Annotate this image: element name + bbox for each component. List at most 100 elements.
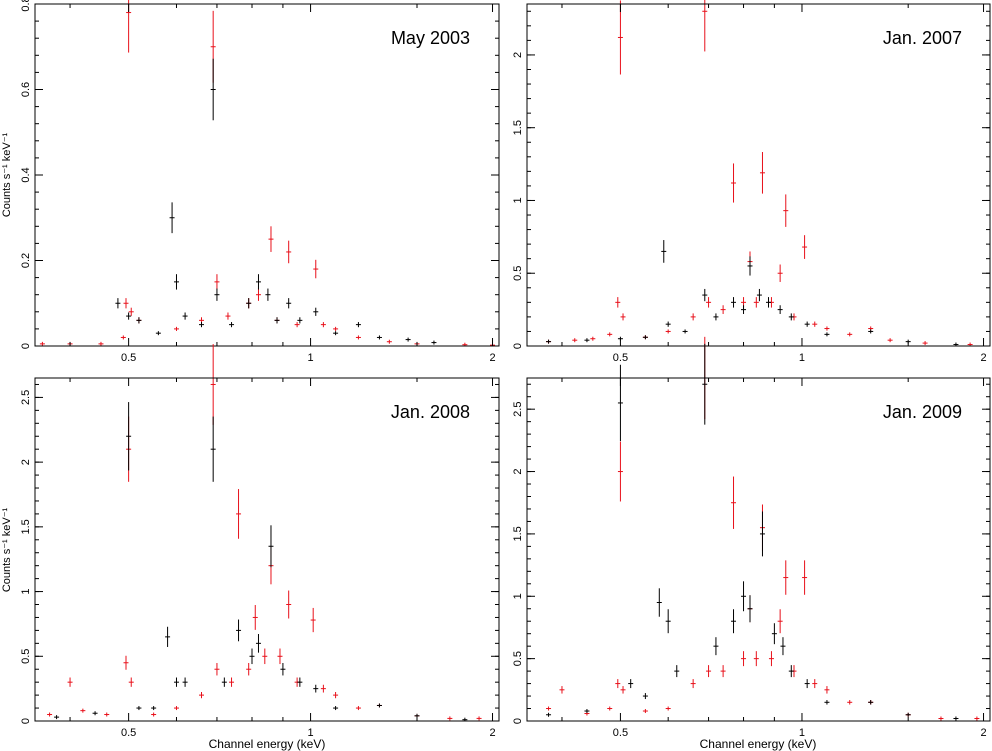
data-point xyxy=(123,298,129,309)
data-point xyxy=(788,313,794,321)
data-point xyxy=(151,712,157,717)
data-point xyxy=(199,692,205,699)
data-point xyxy=(169,202,175,234)
data-point xyxy=(225,312,231,320)
data-point xyxy=(376,703,382,708)
data-point xyxy=(713,313,719,321)
data-point xyxy=(665,706,671,711)
data-point xyxy=(155,331,161,336)
data-point xyxy=(702,343,708,425)
x-tick-label: 2 xyxy=(980,352,986,364)
data-point xyxy=(741,651,747,667)
data-point xyxy=(768,651,774,667)
data-point xyxy=(173,326,179,331)
data-point xyxy=(665,329,671,334)
data-point xyxy=(376,335,382,340)
data-point xyxy=(642,709,648,714)
data-point xyxy=(804,679,810,689)
data-point xyxy=(572,338,578,343)
panel-jan-2009-frame xyxy=(526,377,991,722)
panel-jan-2009-marks xyxy=(546,336,980,721)
panel-jan-2007-frame xyxy=(526,3,991,347)
data-point xyxy=(355,706,361,711)
data-point xyxy=(182,677,188,687)
data-point xyxy=(731,297,737,308)
panel-jan-2008: 0.5 1 2 0 0.5 1 1.5 2 2.5 Jan. 2008 xyxy=(20,344,500,739)
y-tick-label: 0.6 xyxy=(20,82,32,97)
data-point xyxy=(713,637,719,656)
data-point xyxy=(824,326,830,331)
data-point xyxy=(447,716,453,721)
x-tick-label: 0.5 xyxy=(613,727,628,739)
data-point xyxy=(706,297,712,308)
data-point xyxy=(847,332,853,337)
data-point xyxy=(702,288,708,302)
data-point xyxy=(642,693,648,700)
y-tick-label: 0.5 xyxy=(512,651,524,666)
y-tick-label: 1.5 xyxy=(20,519,32,534)
data-point xyxy=(214,288,220,301)
y-tick-label: 0 xyxy=(512,343,524,349)
data-point xyxy=(173,274,179,290)
data-point xyxy=(783,194,789,227)
x-tick-label: 0.5 xyxy=(613,352,628,364)
data-point xyxy=(333,692,339,699)
data-point xyxy=(753,297,759,308)
data-point xyxy=(431,340,437,345)
data-point xyxy=(173,706,179,711)
data-point xyxy=(98,341,104,346)
data-point xyxy=(777,305,783,314)
data-point xyxy=(759,511,765,557)
data-point xyxy=(286,240,292,264)
x-tick-label: 1 xyxy=(799,727,805,739)
data-point xyxy=(731,609,737,634)
x-axis-label-left: Channel energy (keV) xyxy=(209,737,326,751)
data-point xyxy=(262,648,268,665)
data-point xyxy=(868,700,874,705)
data-point xyxy=(128,307,134,316)
data-point xyxy=(720,305,726,314)
data-point xyxy=(229,677,235,687)
y-tick-label: 0.8 xyxy=(20,0,32,12)
panel-jan-2009-ticks: 0.5 1 2 0 0.5 1 1.5 2 2.5 xyxy=(512,378,990,739)
y-tick-label: 1 xyxy=(20,589,32,595)
data-point xyxy=(123,655,129,670)
data-point xyxy=(214,274,220,290)
data-point xyxy=(953,342,959,346)
data-point xyxy=(847,700,853,705)
data-point xyxy=(252,605,258,630)
data-point xyxy=(777,264,783,282)
data-point xyxy=(546,706,552,711)
data-point xyxy=(126,0,132,53)
data-point xyxy=(246,298,252,309)
data-point xyxy=(690,313,696,321)
data-point xyxy=(265,288,271,301)
data-point xyxy=(333,706,339,711)
y-tick-label: 1 xyxy=(512,593,524,599)
data-point xyxy=(753,651,759,667)
panel-jan-2007-title: Jan. 2007 xyxy=(883,28,962,48)
panel-jan-2008-title: Jan. 2008 xyxy=(391,402,470,422)
data-point xyxy=(462,342,468,346)
data-point xyxy=(607,706,613,711)
data-point xyxy=(126,312,132,320)
data-point xyxy=(674,665,680,678)
data-point xyxy=(126,402,132,471)
data-point xyxy=(559,686,565,694)
data-point xyxy=(310,607,316,633)
data-point xyxy=(759,152,765,194)
data-point xyxy=(777,609,783,634)
data-point xyxy=(115,298,121,309)
data-point xyxy=(92,711,98,716)
data-point xyxy=(294,322,300,328)
data-point xyxy=(136,706,142,711)
panel-jan-2007: 0.5 1 2 0 0.5 1 1.5 2 Jan. 2007 xyxy=(512,0,991,364)
data-point xyxy=(615,297,621,308)
data-point xyxy=(783,560,789,595)
data-point xyxy=(210,344,216,425)
data-point xyxy=(182,312,188,320)
data-point xyxy=(824,700,830,705)
panel-may-2003: 0.5 1 2 0 0.2 0.4 0.6 0.8 May 2003 xyxy=(20,0,500,364)
data-point xyxy=(690,679,696,689)
y-tick-label: 2 xyxy=(512,468,524,474)
